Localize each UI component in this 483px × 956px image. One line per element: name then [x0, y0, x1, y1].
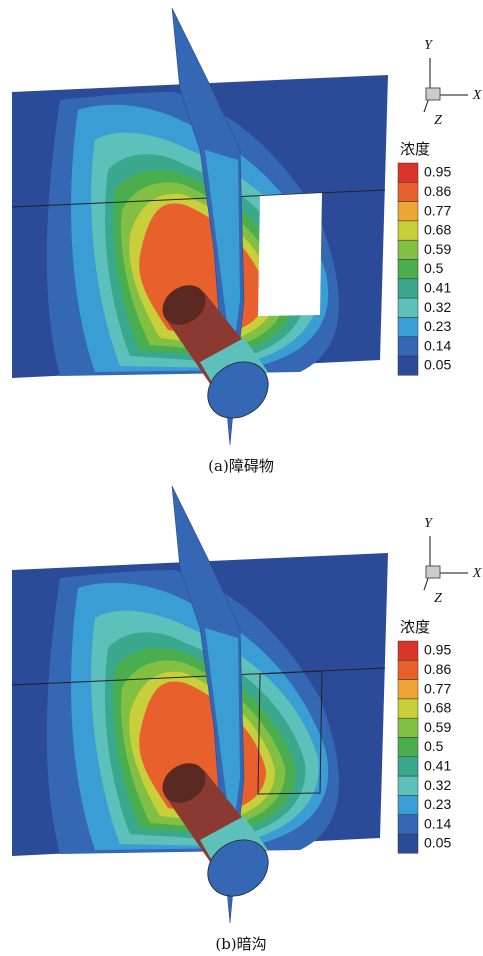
axis-cube — [425, 565, 441, 579]
trench-outline — [257, 670, 323, 795]
window — [258, 193, 322, 316]
colorbar-swatch — [397, 698, 419, 719]
axis-label: Z — [434, 591, 442, 606]
colorbar-swatch — [397, 795, 419, 815]
colorbar-swatch — [397, 717, 419, 738]
colorbar-swatch — [397, 640, 419, 661]
colorbar-title: 浓度 — [400, 618, 430, 636]
colorbar-swatch — [397, 297, 419, 318]
panel-caption: (b)暗沟 — [215, 935, 266, 953]
colorbar-label: 0.05 — [424, 357, 451, 373]
colorbar-label: 0.32 — [424, 777, 451, 793]
colorbar-label: 0.86 — [424, 661, 451, 677]
cylinder-end — [207, 361, 269, 419]
panel: Y X Z 浓度 0.95 0.86 0.77 0.68 0.59 0.5 0.41 0.32 0.23… — [11, 7, 482, 475]
colorbar-swatch — [397, 833, 419, 854]
colorbar-swatch — [397, 201, 419, 222]
colorbar-label: 0.41 — [424, 280, 451, 296]
axis-label: Y — [424, 38, 434, 53]
colorbar-swatch — [397, 317, 419, 337]
axis-label: X — [472, 566, 482, 581]
colorbar-swatch — [397, 737, 419, 758]
colorbar-label: 0.5 — [424, 260, 444, 276]
colorbar-swatch — [397, 239, 419, 260]
colorbar-title: 浓度 — [400, 140, 430, 158]
plane-band — [205, 628, 240, 838]
plate-seam — [11, 189, 386, 208]
panel: Y X Z 浓度 0.95 0.86 0.77 0.68 0.59 0.5 0.41 0.32 0.23… — [11, 485, 482, 953]
colorbar-swatch — [397, 756, 419, 777]
axis-label: X — [472, 88, 482, 103]
colorbar-swatch — [397, 355, 419, 376]
colorbar-swatch — [397, 259, 419, 280]
axis-cube — [425, 87, 441, 101]
colorbar-label: 0.77 — [424, 680, 451, 696]
colorbar-swatch — [397, 182, 419, 202]
plane-band — [205, 150, 240, 360]
colorbar-label: 0.59 — [424, 241, 451, 257]
colorbar-label: 0.68 — [424, 222, 451, 238]
colorbar-swatch — [397, 679, 419, 700]
colorbar-label: 0.95 — [424, 164, 451, 180]
colorbar-swatch — [397, 814, 419, 835]
colorbar-swatch — [397, 660, 419, 680]
colorbar-swatch — [397, 162, 419, 183]
colorbar-label: 0.23 — [424, 796, 451, 812]
colorbar-label: 0.77 — [424, 202, 451, 218]
colorbar-label: 0.5 — [424, 738, 444, 754]
cylinder-top — [162, 285, 206, 325]
colorbar-label: 0.68 — [424, 700, 451, 716]
colorbar-swatch — [397, 775, 419, 796]
axis-label: Z — [434, 113, 442, 128]
colorbar-label: 0.14 — [424, 815, 451, 831]
colorbar-label: 0.05 — [424, 835, 451, 851]
cylinder-top — [162, 763, 206, 803]
colorbar-swatch — [397, 336, 419, 357]
colorbar-swatch — [397, 278, 419, 299]
colorbar-label: 0.23 — [424, 318, 451, 334]
axis-label: Y — [424, 516, 434, 531]
panel-caption: (a)障碍物 — [208, 457, 274, 475]
colorbar-swatch — [397, 220, 419, 241]
colorbar-label: 0.59 — [424, 719, 451, 735]
colorbar-label: 0.95 — [424, 642, 451, 658]
colorbar-label: 0.14 — [424, 337, 451, 353]
colorbar-label: 0.41 — [424, 758, 451, 774]
cylinder-end — [207, 839, 269, 897]
plate-seam — [11, 667, 386, 686]
colorbar-label: 0.32 — [424, 299, 451, 315]
colorbar-label: 0.86 — [424, 183, 451, 199]
